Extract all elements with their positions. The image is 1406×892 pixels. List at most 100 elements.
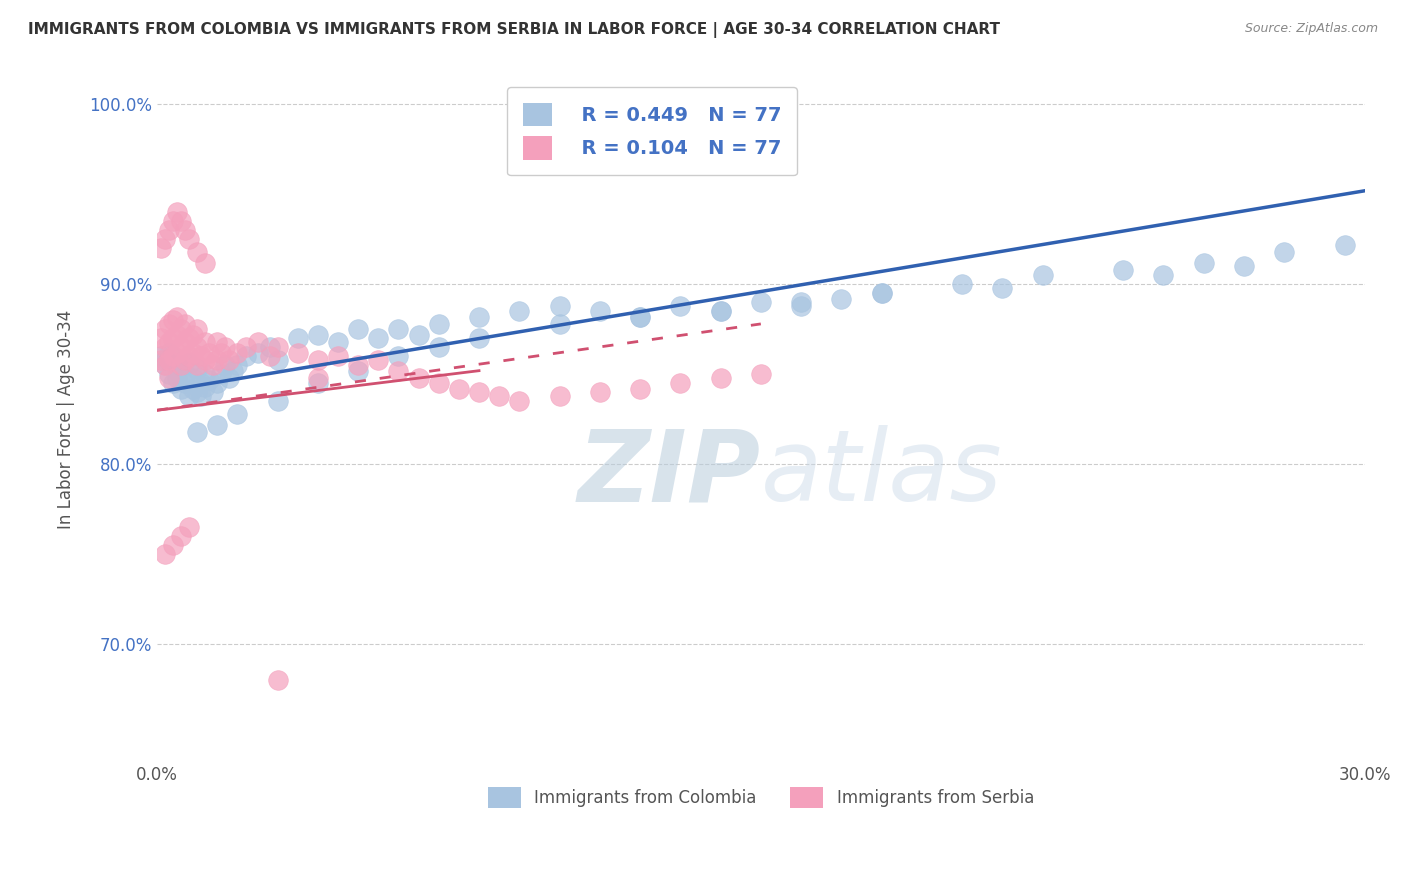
Point [153, 359, 176, 373]
Point [174, 317, 197, 331]
Point [174, 376, 197, 391]
Point [162, 349, 184, 363]
Y-axis label: In Labor Force | Age 30-34: In Labor Force | Age 30-34 [58, 310, 75, 529]
Point [153, 322, 176, 336]
Point [170, 382, 193, 396]
Point [669, 376, 692, 391]
Point [246, 334, 269, 349]
Point [347, 322, 370, 336]
Point [408, 371, 430, 385]
Point [548, 389, 571, 403]
Point [950, 277, 973, 292]
Point [287, 345, 309, 359]
Point [790, 299, 813, 313]
Point [153, 547, 176, 561]
Point [181, 371, 204, 385]
Text: IMMIGRANTS FROM COLOMBIA VS IMMIGRANTS FROM SERBIA IN LABOR FORCE | AGE 30-34 CO: IMMIGRANTS FROM COLOMBIA VS IMMIGRANTS F… [28, 22, 1000, 38]
Point [190, 376, 212, 391]
Point [174, 352, 197, 367]
Point [218, 371, 240, 385]
Point [153, 352, 176, 367]
Point [790, 295, 813, 310]
Point [235, 340, 257, 354]
Point [589, 304, 612, 318]
Point [710, 304, 733, 318]
Point [1192, 256, 1215, 270]
Point [202, 385, 225, 400]
Point [226, 345, 249, 359]
Point [166, 364, 188, 378]
Point [198, 345, 221, 359]
Point [347, 364, 370, 378]
Point [209, 368, 232, 382]
Point [166, 205, 188, 219]
Point [186, 362, 208, 376]
Point [194, 256, 217, 270]
Point [179, 331, 201, 345]
Point [186, 340, 208, 354]
Point [186, 244, 208, 259]
Point [202, 359, 225, 373]
Point [170, 340, 193, 354]
Point [207, 417, 229, 432]
Point [174, 223, 197, 237]
Point [589, 385, 612, 400]
Point [179, 389, 201, 403]
Point [1152, 268, 1174, 283]
Point [447, 382, 470, 396]
Point [307, 376, 329, 391]
Point [157, 317, 180, 331]
Point [246, 345, 269, 359]
Point [991, 281, 1014, 295]
Point [166, 345, 188, 359]
Point [259, 340, 281, 354]
Point [1333, 237, 1355, 252]
Point [174, 368, 197, 382]
Point [367, 352, 389, 367]
Point [508, 394, 530, 409]
Point [267, 352, 290, 367]
Point [194, 352, 217, 367]
Point [149, 331, 172, 345]
Text: Source: ZipAtlas.com: Source: ZipAtlas.com [1244, 22, 1378, 36]
Point [226, 407, 249, 421]
Point [162, 538, 184, 552]
Point [226, 359, 249, 373]
Point [207, 376, 229, 391]
Point [749, 368, 772, 382]
Point [198, 373, 221, 387]
Point [153, 359, 176, 373]
Point [830, 292, 852, 306]
Point [170, 322, 193, 336]
Point [259, 349, 281, 363]
Point [207, 352, 229, 367]
Point [162, 354, 184, 368]
Point [710, 371, 733, 385]
Point [194, 368, 217, 382]
Point [548, 317, 571, 331]
Point [149, 349, 172, 363]
Point [387, 322, 409, 336]
Point [488, 389, 510, 403]
Point [157, 345, 180, 359]
Point [218, 352, 240, 367]
Point [194, 380, 217, 394]
Point [179, 356, 201, 370]
Point [548, 299, 571, 313]
Point [170, 359, 193, 373]
Point [209, 345, 232, 359]
Point [628, 310, 651, 324]
Point [194, 334, 217, 349]
Point [870, 286, 893, 301]
Point [347, 359, 370, 373]
Point [267, 394, 290, 409]
Point [326, 349, 349, 363]
Point [190, 349, 212, 363]
Point [1272, 244, 1295, 259]
Point [468, 310, 491, 324]
Text: atlas: atlas [761, 425, 1002, 523]
Point [149, 352, 172, 367]
Point [181, 345, 204, 359]
Point [162, 376, 184, 391]
Point [207, 334, 229, 349]
